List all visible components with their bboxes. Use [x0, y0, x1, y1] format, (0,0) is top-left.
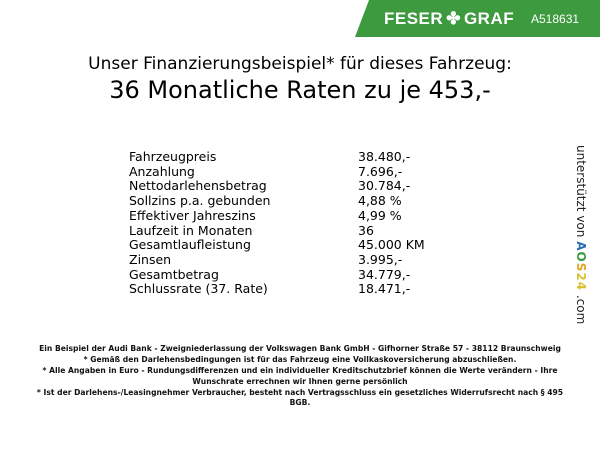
brand-name-1: FESER — [384, 9, 444, 28]
row-value: 7.696,- — [358, 163, 403, 179]
supported-by-text: unterstützt von — [574, 145, 588, 238]
row-label: Anzahlung — [129, 163, 195, 179]
table-row: Schlussrate (37. Rate) 18.471,- — [129, 282, 425, 297]
brand-logo: FESER ✤ GRAF — [384, 9, 514, 29]
monthly-rate-heading: 36 Monatliche Raten zu je 453,- — [109, 76, 491, 104]
row-value: 34.779,- — [358, 266, 411, 282]
row-label: Gesamtbetrag — [129, 266, 219, 282]
row-value: 36 — [358, 222, 374, 238]
brand-banner — [355, 0, 600, 37]
row-value: 30.784,- — [358, 178, 411, 194]
footer-note: * Ist der Darlehens-/Leasingnehmer Verbr… — [36, 387, 564, 408]
row-label: Fahrzeugpreis — [129, 149, 217, 164]
table-row: Zinsen 3.995,- — [129, 251, 425, 268]
row-value: 3.995,- — [358, 251, 403, 267]
row-value: 4,99 % — [358, 207, 402, 223]
row-value: 45.000 KM — [358, 237, 425, 253]
supported-by: unterstützt von AOS24 .com — [574, 145, 588, 324]
footer-note: * Gemäß den Darlehensbedingungen ist für… — [83, 355, 517, 365]
supported-by-suffix: .com — [574, 294, 588, 325]
table-row: Gesamtlaufleistung 45.000 KM — [129, 238, 425, 253]
row-label: Schlussrate (37. Rate) — [129, 281, 268, 297]
aos24-logo: AOS24 — [574, 241, 588, 292]
vehicle-code: A518631 — [531, 12, 580, 26]
brand-name-2: GRAF — [463, 9, 515, 28]
row-label: Laufzeit in Monaten — [129, 222, 253, 238]
finance-heading: Unser Finanzierungsbeispiel* für dieses … — [88, 54, 512, 74]
row-label: Gesamtlaufleistung — [129, 237, 251, 253]
row-value: 38.480,- — [358, 149, 411, 164]
row-label: Sollzins p.a. gebunden — [129, 193, 271, 209]
footer-note: * Alle Angaben in Euro - Rundungsdiffere… — [42, 366, 558, 386]
footer-notes: Ein Beispiel der Audi Bank - Zweignieder… — [30, 344, 570, 410]
row-value: 4,88 % — [358, 193, 402, 209]
table-row: Effektiver Jahreszins 4,99 % — [129, 207, 425, 224]
table-row: Fahrzeugpreis 38.480,- — [129, 149, 425, 165]
row-value: 18.471,- — [358, 281, 411, 297]
row-label: Effektiver Jahreszins — [129, 207, 256, 223]
clover-icon: ✤ — [446, 9, 461, 28]
table-row: Gesamtbetrag 34.779,- — [129, 266, 425, 283]
table-row: Anzahlung 7.696,- — [129, 163, 425, 180]
row-label: Nettodarlehensbetrag — [129, 178, 267, 194]
finance-table: Fahrzeugpreis 38.480,- Anzahlung 7.696,- Net… — [129, 149, 425, 297]
footer-note: Ein Beispiel der Audi Bank - Zweignieder… — [39, 344, 561, 353]
table-row: Nettodarlehensbetrag 30.784,- — [129, 179, 425, 194]
table-row: Sollzins p.a. gebunden 4,88 % — [129, 193, 425, 209]
row-label: Zinsen — [129, 251, 172, 267]
table-row: Laufzeit in Monaten 36 — [129, 222, 425, 239]
